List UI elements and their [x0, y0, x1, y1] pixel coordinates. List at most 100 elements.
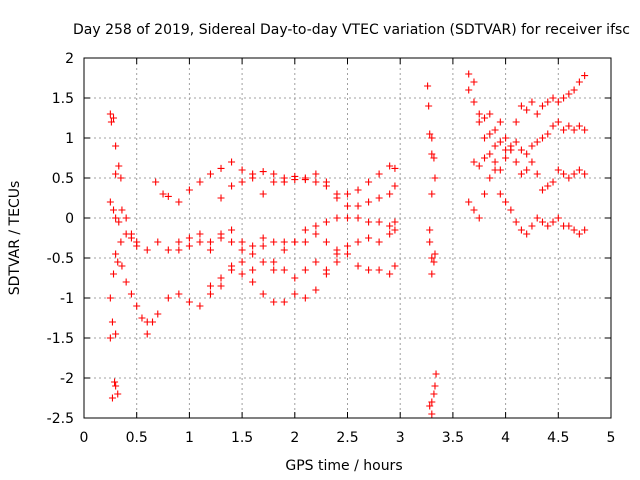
data-point-track-e — [354, 262, 362, 270]
data-point-track-c — [301, 226, 309, 234]
data-point-late-a — [533, 110, 541, 118]
data-point-track-f — [322, 270, 330, 278]
data-point-track-b — [312, 178, 320, 186]
y-tick-label: 2 — [65, 51, 74, 67]
data-point-track-d — [301, 238, 309, 246]
data-point-late-b — [481, 114, 489, 122]
data-point-late-d — [481, 190, 489, 198]
data-point-early-cluster — [114, 258, 122, 266]
data-point-track-c — [270, 238, 278, 246]
data-point-early-cluster — [115, 218, 123, 226]
data-point-late-c — [512, 158, 520, 166]
data-point-gap-cluster — [426, 402, 434, 410]
data-point-late-c — [528, 158, 536, 166]
data-point-late-b — [554, 118, 562, 126]
data-point-early-cluster — [112, 142, 120, 150]
data-point-gap-cluster — [426, 238, 434, 246]
data-point-gap-cluster — [430, 258, 438, 266]
data-point-track-c — [164, 246, 172, 254]
data-point-late-b — [528, 142, 536, 150]
data-point-track-b — [259, 190, 267, 198]
data-point-late-d — [517, 226, 525, 234]
data-point-track-c — [365, 218, 373, 226]
data-point-track-c — [386, 222, 394, 230]
data-point-track-a — [259, 168, 267, 176]
data-point-gap-cluster — [430, 390, 438, 398]
data-point-track-c — [280, 238, 288, 246]
data-point-late-d — [549, 218, 557, 226]
data-point-late-a — [538, 102, 546, 110]
data-point-late-d — [581, 226, 589, 234]
data-point-track-e — [175, 290, 183, 298]
x-tick-label: 2 — [290, 430, 299, 446]
y-tick-label: -2 — [60, 371, 74, 387]
data-point-gap-cluster — [426, 226, 434, 234]
data-point-track-d — [228, 238, 236, 246]
data-point-track-e — [185, 298, 193, 306]
data-point-track-a — [152, 178, 160, 186]
y-tick-label: -0.5 — [47, 251, 74, 267]
data-point-track-f — [333, 258, 341, 266]
data-point-late-d — [465, 198, 473, 206]
data-point-track-a — [344, 202, 351, 210]
data-point-late-a — [470, 78, 478, 86]
data-point-late-b — [496, 138, 504, 146]
data-point-late-a — [575, 78, 583, 86]
data-point-late-b — [570, 126, 578, 134]
data-point-late-a — [549, 94, 557, 102]
data-point-track-b — [365, 198, 373, 206]
data-point-track-f — [301, 294, 309, 302]
data-point-track-a — [386, 162, 394, 170]
data-point-track-f — [270, 298, 278, 306]
data-point-late-a — [475, 110, 483, 118]
data-point-late-a — [560, 94, 568, 102]
data-point-track-b — [249, 174, 257, 182]
data-point-early-cluster — [110, 206, 118, 214]
data-point-late-a — [486, 130, 494, 138]
data-point-late-a — [528, 98, 536, 106]
data-point-track-a — [196, 178, 204, 186]
data-point-gap-cluster — [428, 270, 436, 278]
data-point-late-a — [554, 98, 562, 106]
data-point-gap-cluster — [425, 102, 433, 110]
data-point-track-d — [291, 238, 299, 246]
data-point-track-b — [333, 194, 341, 202]
data-point-early-cluster — [108, 394, 116, 402]
data-point-late-c — [581, 170, 589, 178]
data-point-track-d — [354, 238, 362, 246]
data-point-late-c — [570, 170, 578, 178]
data-point-track-a — [375, 170, 383, 178]
data-point-track-a — [312, 170, 320, 178]
data-point-track-c — [249, 242, 257, 250]
data-point-late-a — [581, 72, 589, 80]
data-point-track-a — [354, 186, 362, 194]
data-point-track-c — [206, 238, 214, 246]
data-point-late-a — [496, 118, 504, 126]
data-point-late-c — [507, 146, 515, 154]
data-point-gap-cluster — [428, 410, 436, 418]
data-point-early-cluster — [122, 214, 130, 222]
data-point-track-d — [175, 246, 183, 254]
data-point-track-b — [375, 194, 383, 202]
axis-ticks: 0 0.5 1 1.5 2 2.5 3 3.5 4 4.5 5 -2.5 -2 -1.5 -1 -0.5 0 0.… — [47, 51, 616, 446]
data-point-gap-cluster — [428, 398, 436, 406]
x-tick-label: 3.5 — [442, 430, 464, 446]
data-point-track-f — [280, 298, 288, 306]
data-point-track-c — [228, 226, 236, 234]
data-point-late-b — [565, 122, 573, 130]
data-point-late-c — [554, 166, 562, 174]
y-tick-label: 1 — [65, 131, 74, 147]
data-point-track-a — [270, 178, 278, 186]
data-point-late-a — [523, 106, 531, 114]
data-point-late-a — [565, 90, 573, 98]
data-point-early-cluster — [112, 330, 120, 338]
y-tick-label: -1 — [60, 291, 74, 307]
data-point-late-b — [549, 122, 557, 130]
data-point-late-a — [481, 134, 489, 142]
data-point-late-c — [533, 170, 541, 178]
x-tick-label: 5 — [607, 430, 616, 446]
data-point-late-b — [533, 138, 541, 146]
data-point-late-d — [470, 206, 478, 214]
data-point-late-a — [502, 134, 510, 142]
x-tick-label: 3 — [396, 430, 405, 446]
